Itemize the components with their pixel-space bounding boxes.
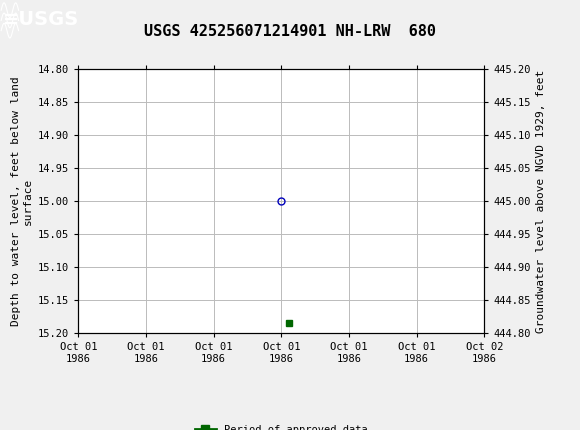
Text: ≡USGS: ≡USGS — [3, 10, 79, 29]
Y-axis label: Depth to water level, feet below land
surface: Depth to water level, feet below land su… — [11, 76, 32, 326]
Legend: Period of approved data: Period of approved data — [191, 421, 372, 430]
Text: USGS 425256071214901 NH-LRW  680: USGS 425256071214901 NH-LRW 680 — [144, 24, 436, 39]
Y-axis label: Groundwater level above NGVD 1929, feet: Groundwater level above NGVD 1929, feet — [536, 69, 546, 333]
